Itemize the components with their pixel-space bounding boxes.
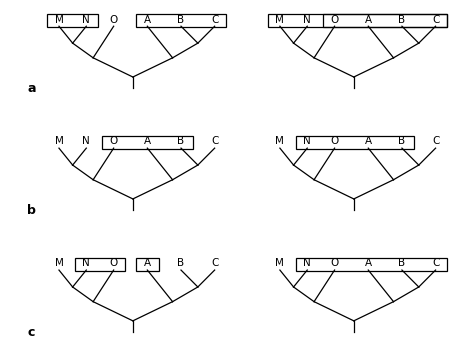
Text: O: O [330,258,339,268]
Text: O: O [109,15,118,24]
Bar [136,258,159,270]
Text: N: N [82,258,90,268]
Text: B: B [177,15,184,24]
Text: M: M [55,136,64,146]
Text: A: A [365,15,372,24]
Text: O: O [109,136,118,146]
Text: B: B [398,136,405,146]
Text: M: M [275,15,284,24]
Bar [296,136,413,149]
Bar [268,14,447,27]
Text: B: B [398,15,405,24]
Text: C: C [432,136,439,146]
Text: A: A [144,15,151,24]
Text: N: N [303,258,311,268]
Text: C: C [211,258,219,268]
Text: A: A [144,258,151,268]
Text: N: N [82,136,90,146]
Text: B: B [398,258,405,268]
Text: C: C [211,136,219,146]
Bar [136,14,226,27]
Bar [323,14,447,27]
Text: B: B [177,258,184,268]
Text: O: O [330,15,339,24]
Text: M: M [275,258,284,268]
Text: b: b [27,204,36,217]
Text: a: a [27,82,36,95]
Text: A: A [365,136,372,146]
Text: M: M [55,258,64,268]
Text: B: B [177,136,184,146]
Text: O: O [330,136,339,146]
Text: N: N [82,15,90,24]
Text: A: A [144,136,151,146]
Text: C: C [211,15,219,24]
Text: N: N [303,136,311,146]
Text: c: c [27,326,35,339]
Text: O: O [109,258,118,268]
Bar [296,258,447,270]
Bar [47,14,98,27]
Text: C: C [432,15,439,24]
Text: C: C [432,258,439,268]
Text: M: M [275,136,284,146]
Bar [102,136,192,149]
Text: N: N [303,15,311,24]
Text: A: A [365,258,372,268]
Text: M: M [55,15,64,24]
Bar [75,258,125,270]
